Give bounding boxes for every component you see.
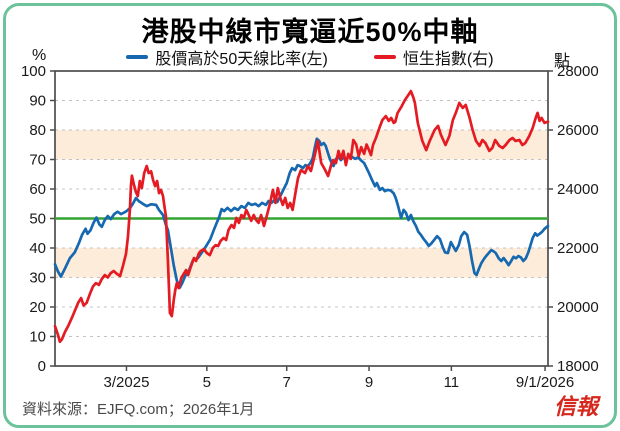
red-line-swatch-icon bbox=[373, 55, 396, 59]
right-axis-label: 28000 bbox=[557, 63, 599, 80]
left-axis-label: 50 bbox=[29, 211, 46, 228]
left-axis-label: 80 bbox=[29, 122, 46, 139]
left-axis-unit: % bbox=[32, 47, 47, 64]
hsi-line bbox=[53, 89, 550, 344]
legend-item-breadth: 股價高於50天線比率(左) bbox=[126, 45, 328, 69]
left-axis-label: 20 bbox=[29, 299, 46, 316]
left-axis-label: 90 bbox=[29, 93, 46, 110]
right-axis-unit: 點 bbox=[553, 53, 570, 70]
left-axis-label: 40 bbox=[29, 240, 46, 257]
right-axis-label: 24000 bbox=[557, 181, 599, 198]
legend-label-hsi: 恒生指數(右) bbox=[402, 51, 494, 68]
x-axis-label: 9 bbox=[365, 374, 373, 391]
legend-item-hsi: 恒生指數(右) bbox=[373, 45, 494, 69]
legend: 股價高於50天線比率(左) 恒生指數(右) bbox=[58, 46, 562, 68]
breadth-line bbox=[53, 137, 550, 290]
x-axis-label: 5 bbox=[203, 374, 211, 391]
right-axis-label: 26000 bbox=[557, 122, 599, 139]
left-axis-label: 0 bbox=[38, 358, 46, 375]
x-axis-label: 7 bbox=[283, 374, 291, 391]
left-axis-label: 100 bbox=[21, 63, 46, 80]
left-axis-label: 70 bbox=[29, 152, 46, 169]
left-axis-label: 30 bbox=[29, 270, 46, 287]
legend-label-breadth: 股價高於50天線比率(左) bbox=[155, 51, 328, 68]
chart-canvas: 0 10 20 30 40 50 60 70 80 90 100 18000 20000 22000 240… bbox=[21, 63, 599, 391]
chart-title: 港股中線市寬逼近50%中軸 bbox=[141, 17, 479, 47]
right-axis-label: 18000 bbox=[557, 358, 599, 375]
hkej-logo: 信報 bbox=[553, 394, 598, 420]
x-axis-label: 3/2025 bbox=[104, 374, 150, 391]
x-axis-label: 9/1/2026 bbox=[516, 374, 574, 391]
left-axis-label: 60 bbox=[29, 181, 46, 198]
left-axis-label: 10 bbox=[29, 329, 46, 346]
right-axis-label: 22000 bbox=[557, 240, 599, 257]
overbought-oversold-band bbox=[55, 248, 548, 278]
overbought-oversold-band bbox=[55, 130, 548, 160]
source-note: 資料來源：EJFQ.com；2026年1月 bbox=[22, 401, 255, 418]
right-axis-label: 20000 bbox=[557, 299, 599, 316]
chart-card: 0 10 20 30 40 50 60 70 80 90 100 18000 20000 22000 240… bbox=[3, 3, 617, 428]
x-axis-label: 11 bbox=[444, 374, 460, 391]
blue-line-swatch-icon bbox=[126, 55, 149, 59]
